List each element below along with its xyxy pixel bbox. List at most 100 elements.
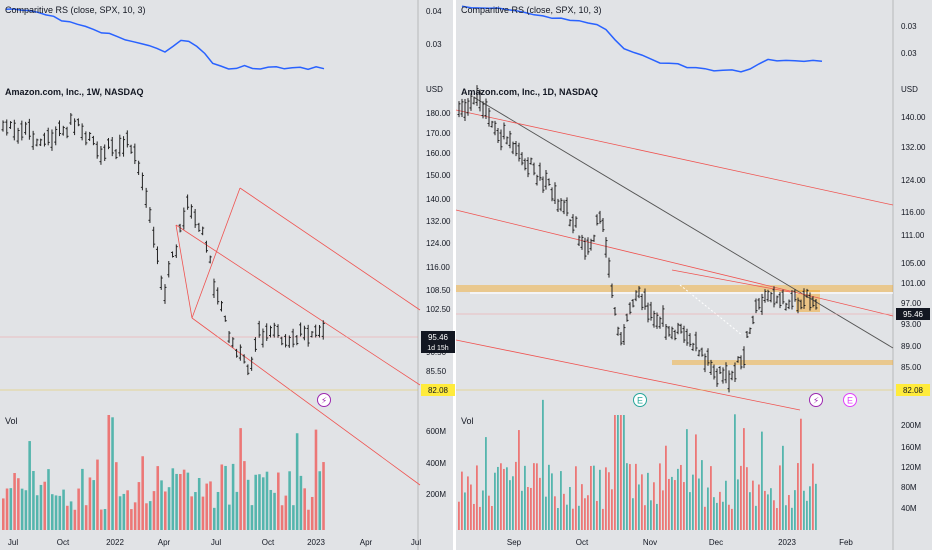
volume-bar — [314, 429, 318, 530]
volume-bar — [284, 495, 288, 530]
time-tick-label: 2022 — [106, 538, 124, 547]
trend-line — [455, 209, 894, 317]
volume-bar — [62, 489, 65, 530]
volume-bar — [212, 507, 216, 530]
volume-bar — [130, 509, 133, 530]
volume-bar — [770, 488, 772, 530]
volume-bar — [581, 484, 583, 530]
volume-bar — [485, 437, 487, 530]
volume-bar — [488, 495, 490, 530]
volume-bar — [719, 491, 721, 530]
volume-bar — [701, 460, 703, 530]
trend-line — [191, 317, 421, 486]
volume-bar — [32, 471, 35, 530]
volume-bar — [782, 445, 784, 530]
volume-bar — [773, 500, 775, 530]
volume-bar — [92, 480, 95, 530]
volume-bar — [614, 415, 616, 530]
support-price-value: 82.08 — [428, 386, 449, 395]
time-tick-label: Jul — [211, 538, 221, 547]
time-tick-label: Jul — [8, 538, 18, 547]
volume-bar — [518, 430, 520, 530]
volume-bar — [133, 502, 137, 530]
volume-bar — [461, 471, 463, 530]
volume-bar — [803, 490, 805, 530]
volume-bar — [254, 474, 257, 530]
volume-bar — [220, 464, 224, 530]
price-tick-label: 180.00 — [426, 109, 451, 118]
volume-bar — [273, 492, 276, 530]
volume-bar — [707, 487, 709, 530]
volume-bar — [515, 461, 517, 530]
volume-bar — [704, 506, 706, 530]
currency-label: USD — [901, 85, 918, 94]
volume-bar — [647, 472, 649, 530]
event-flag — [809, 393, 823, 407]
price-tick-label: 124.00 — [901, 176, 926, 185]
volume-bar — [578, 505, 580, 530]
event-flag-label: ⚡ — [813, 396, 819, 406]
time-tick-label: Oct — [57, 538, 70, 547]
volume-bar — [47, 469, 50, 530]
volume-bar — [791, 507, 793, 530]
volume-bar — [680, 464, 682, 530]
volume-bar — [84, 505, 88, 530]
symbol-title: Amazon.com, Inc., 1D, NASDAQ — [461, 87, 598, 97]
volume-bar — [644, 505, 646, 530]
volume-bar — [497, 466, 499, 530]
volume-bar — [228, 504, 231, 530]
volume-bar — [111, 417, 114, 530]
volume-bar — [458, 501, 460, 530]
volume-bar — [587, 495, 589, 530]
volume-bar — [788, 495, 790, 530]
volume-bar — [764, 490, 766, 530]
price-tick-label: 116.00 — [901, 208, 925, 217]
price-tick-label: 124.00 — [426, 239, 451, 248]
volume-bar — [482, 490, 484, 530]
volume-label: Vol — [5, 416, 18, 426]
volume-bar — [99, 509, 103, 530]
volume-bar — [650, 500, 652, 530]
time-tick-label: Nov — [643, 538, 657, 547]
volume-bar — [545, 496, 547, 530]
price-tick-label: 101.00 — [901, 279, 926, 288]
volume-bar — [665, 445, 667, 530]
volume-bar — [611, 489, 613, 530]
time-tick-label: Sep — [507, 538, 522, 547]
volume-bar — [512, 476, 514, 530]
volume-bar — [590, 465, 592, 530]
volume-bar — [261, 477, 265, 530]
support-price-badge — [421, 384, 455, 396]
rs-series-line — [461, 5, 823, 73]
volume-bar — [695, 434, 697, 530]
volume-bar — [539, 477, 541, 530]
volume-bar — [182, 469, 186, 530]
volume-bar — [530, 487, 532, 530]
volume-bar — [239, 428, 242, 530]
last-price-value: 95.46 — [428, 333, 449, 342]
volume-bar — [737, 479, 739, 530]
volume-bar — [716, 502, 718, 530]
trend-line — [474, 97, 894, 349]
pane-divider — [453, 0, 456, 550]
volume-bar — [292, 505, 295, 530]
volume-bar — [809, 486, 811, 530]
volume-bar — [186, 472, 190, 530]
time-tick-label: 2023 — [307, 538, 325, 547]
bar-countdown: 1d 15h — [427, 345, 449, 352]
time-tick-label: Oct — [262, 538, 275, 547]
trend-line — [455, 339, 801, 411]
volume-bar — [194, 492, 197, 530]
volume-bar — [152, 491, 156, 530]
volume-bar — [171, 468, 175, 530]
volume-bar — [572, 508, 574, 530]
volume-bar — [677, 468, 679, 530]
volume-bar — [145, 503, 148, 530]
volume-bar — [126, 490, 129, 530]
volume-bar — [536, 463, 538, 530]
volume-bar — [81, 468, 84, 530]
volume-bar — [779, 465, 781, 530]
price-tick-label: 160.00 — [426, 149, 451, 158]
